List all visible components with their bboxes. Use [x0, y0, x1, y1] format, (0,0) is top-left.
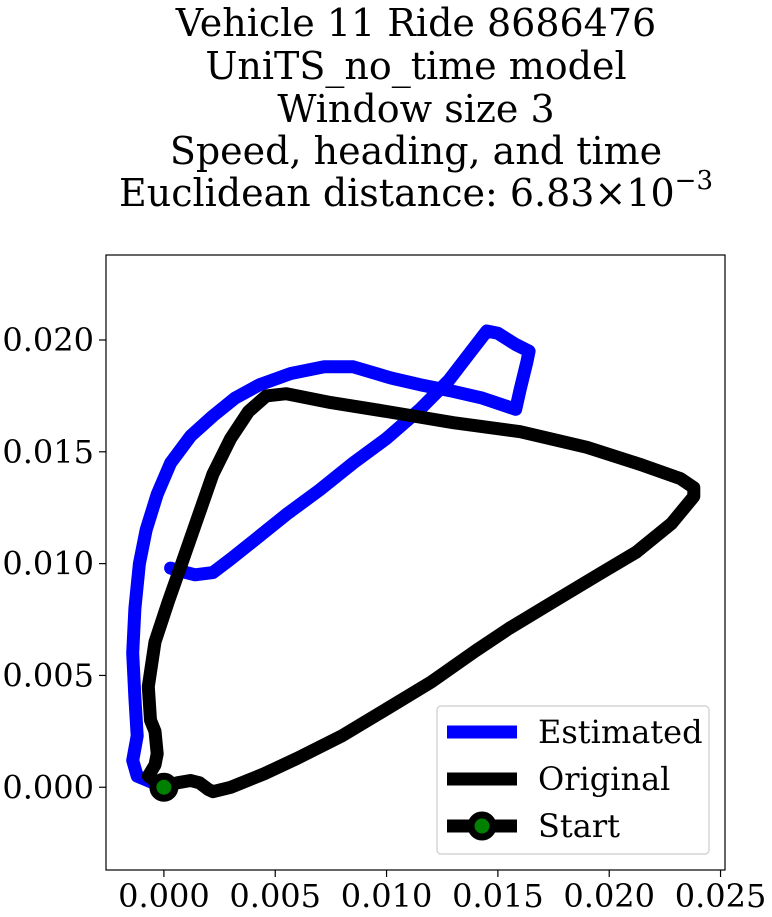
title-line-2: UniTS_no_time model	[205, 44, 626, 89]
title-distance-exponent: −3	[675, 166, 713, 196]
x-tick-label: 0.010	[341, 877, 433, 915]
legend-item-original: Original	[447, 760, 670, 798]
x-tick-label: 0.015	[452, 877, 544, 915]
plot-area	[126, 324, 701, 802]
legend-start-marker	[467, 811, 497, 841]
chart-title: Vehicle 11 Ride 8686476 UniTS_no_time mo…	[119, 1, 713, 215]
x-tick-label: 0.025	[675, 877, 767, 915]
x-tick-label: 0.000	[118, 877, 210, 915]
title-distance-mantissa: 6.83	[510, 171, 595, 215]
series-line-original	[141, 387, 701, 799]
legend-label: Start	[538, 807, 620, 845]
title-distance-prefix: Euclidean distance:	[119, 171, 510, 215]
start-marker	[149, 772, 179, 802]
legend-item-start: Start	[447, 807, 620, 845]
legend-item-estimated: Estimated	[447, 713, 703, 751]
y-tick-label: 0.005	[2, 656, 94, 694]
legend: Estimated Original Start	[436, 705, 710, 855]
start-marker-dot	[149, 772, 179, 802]
legend-box	[436, 705, 710, 855]
y-axis: 0.000 0.005 0.010 0.015 0.020	[2, 321, 106, 806]
y-tick-label: 0.015	[2, 433, 94, 471]
x-axis: 0.000 0.005 0.010 0.015 0.020 0.025	[118, 870, 766, 915]
title-line-4: Speed, heading, and time	[170, 129, 662, 173]
y-tick-label: 0.010	[2, 545, 94, 583]
series-line-estimated	[126, 324, 536, 794]
x-tick-label: 0.005	[229, 877, 321, 915]
title-distance-times: ×	[594, 171, 626, 215]
y-tick-label: 0.000	[2, 768, 94, 806]
legend-label: Original	[538, 760, 670, 798]
y-tick-label: 0.020	[2, 321, 94, 359]
x-tick-label: 0.020	[563, 877, 655, 915]
title-line-1: Vehicle 11 Ride 8686476	[175, 1, 656, 45]
title-line-3: Window size 3	[277, 87, 554, 131]
title-distance-line: Euclidean distance: 6.83×10−3	[119, 166, 713, 215]
title-distance-base: 10	[626, 171, 674, 215]
plot-frame	[105, 254, 726, 871]
legend-label: Estimated	[538, 713, 703, 751]
